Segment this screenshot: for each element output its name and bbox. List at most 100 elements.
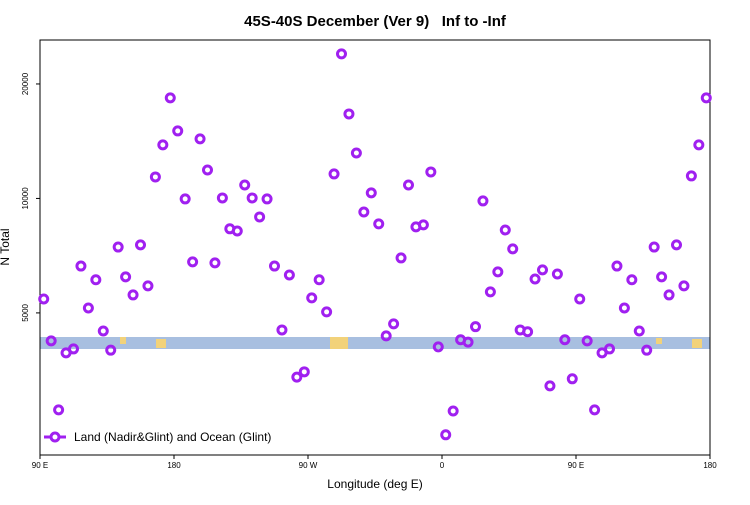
data-point — [313, 274, 325, 286]
data-point — [187, 256, 199, 268]
data-point — [276, 324, 288, 336]
data-point — [566, 373, 578, 385]
x-axis-label: Longitude (deg E) — [327, 477, 422, 491]
data-point — [678, 280, 690, 292]
data-point — [149, 171, 161, 183]
x-tick-label: 90 E — [568, 461, 584, 470]
data-point — [105, 344, 117, 356]
land-patch — [656, 338, 662, 344]
data-point — [604, 343, 615, 355]
data-point — [693, 139, 705, 151]
data-point — [343, 108, 355, 120]
data-point — [395, 252, 407, 264]
data-point — [194, 133, 206, 145]
data-point — [306, 292, 318, 304]
data-point — [246, 192, 258, 204]
data-point — [90, 274, 102, 286]
data-point — [574, 293, 586, 305]
x-tick-label: 0 — [440, 461, 445, 470]
data-point — [68, 343, 79, 355]
data-point — [291, 371, 303, 383]
data-point — [127, 289, 139, 301]
data-point — [112, 241, 124, 253]
data-point — [336, 48, 347, 60]
x-tick-label: 180 — [703, 461, 717, 470]
data-point — [172, 125, 184, 137]
data-point — [179, 193, 191, 205]
data-point — [432, 341, 444, 353]
data-point — [440, 429, 452, 441]
data-point — [633, 325, 645, 337]
data-point — [618, 302, 630, 314]
data-point — [321, 306, 333, 318]
data-point — [45, 335, 57, 347]
data-point — [82, 302, 94, 314]
y-axis-label: N Total — [0, 228, 12, 265]
data-point — [239, 179, 251, 191]
data-point — [507, 243, 519, 255]
data-point — [529, 273, 541, 285]
data-point — [447, 405, 459, 417]
data-point — [589, 404, 601, 416]
x-tick-label: 90 E — [32, 461, 48, 470]
ocean-band — [40, 337, 710, 349]
data-point — [350, 147, 362, 159]
data-point — [142, 280, 154, 292]
x-tick-label: 180 — [167, 461, 181, 470]
data-point — [216, 192, 228, 204]
y-tick-label: 5000 — [21, 303, 30, 321]
data-point — [551, 268, 563, 280]
data-point — [283, 269, 295, 281]
legend-label: Land (Nadir&Glint) and Ocean (Glint) — [74, 430, 271, 444]
data-point — [53, 404, 65, 416]
data-point — [164, 92, 176, 104]
data-point — [373, 218, 385, 230]
data-point — [388, 318, 400, 330]
data-point — [544, 380, 556, 392]
data-point — [537, 264, 548, 276]
y-tick-label: 20000 — [21, 72, 30, 95]
data-point — [470, 321, 481, 333]
data-point — [663, 289, 675, 301]
data-point — [425, 166, 437, 178]
data-point — [492, 266, 504, 278]
data-point — [135, 239, 146, 251]
data-point — [656, 271, 668, 283]
data-point — [417, 219, 429, 231]
data-point — [358, 206, 370, 218]
data-point — [641, 344, 653, 356]
map-strip — [40, 337, 710, 349]
data-point — [462, 336, 474, 348]
data-point — [611, 260, 623, 272]
data-point — [671, 239, 682, 251]
data-point — [380, 330, 392, 342]
plot-frame — [39, 39, 711, 456]
x-tick-label: 90 W — [299, 461, 318, 470]
data-point — [231, 225, 243, 237]
data-point — [328, 168, 340, 180]
data-point — [403, 179, 414, 191]
land-patch — [156, 339, 166, 348]
data-point — [484, 286, 496, 298]
data-point — [38, 293, 50, 305]
data-point — [626, 274, 638, 286]
data-point — [559, 334, 571, 346]
chart-title: 45S-40S December (Ver 9) Inf to -Inf — [244, 13, 507, 30]
land-patch — [692, 339, 702, 348]
data-point — [209, 257, 221, 269]
land-patch — [330, 337, 348, 349]
legend-marker — [49, 431, 61, 443]
data-point — [700, 92, 712, 104]
data-point — [477, 195, 489, 207]
data-point — [75, 260, 87, 272]
data-point — [120, 271, 132, 283]
data-point — [261, 193, 273, 205]
data-point — [298, 366, 310, 378]
land-patch — [120, 337, 126, 344]
data-point — [157, 139, 169, 151]
data-point — [365, 187, 377, 199]
data-point — [254, 211, 266, 223]
